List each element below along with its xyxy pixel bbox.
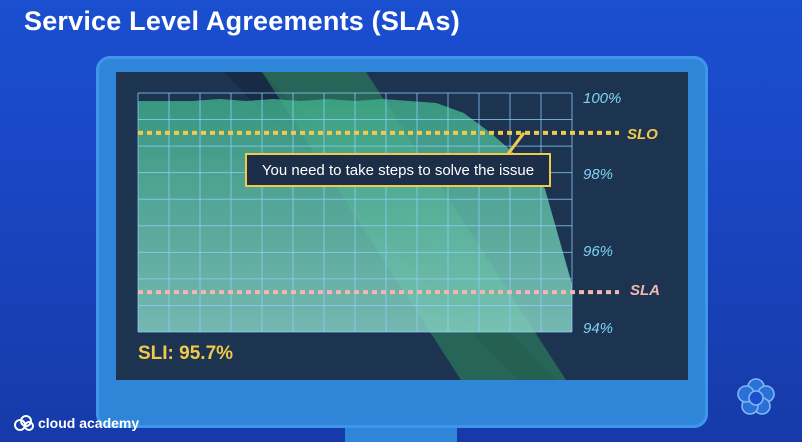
y-tick-label-96: 96%	[583, 243, 614, 260]
y-tick-label-98: 98%	[583, 166, 614, 183]
brand-name: cloud academy	[38, 415, 140, 431]
brand-logo: cloud academy	[14, 414, 139, 432]
y-tick-label-94: 94%	[583, 320, 614, 337]
cloud-academy-flower-icon	[737, 378, 775, 415]
tooltip-connector	[506, 131, 526, 155]
slo-label: SLO	[627, 126, 658, 143]
sli-readout: SLI: 95.7%	[138, 343, 234, 364]
cloud-academy-logo-icon	[14, 415, 34, 431]
sla-label: SLA	[630, 282, 660, 299]
slide-title: Service Level Agreements (SLAs)	[24, 6, 460, 36]
monitor-stand	[345, 428, 457, 442]
y-tick-label-100: 100%	[583, 90, 622, 107]
issue-tooltip: You need to take steps to solve the issu…	[245, 153, 551, 187]
